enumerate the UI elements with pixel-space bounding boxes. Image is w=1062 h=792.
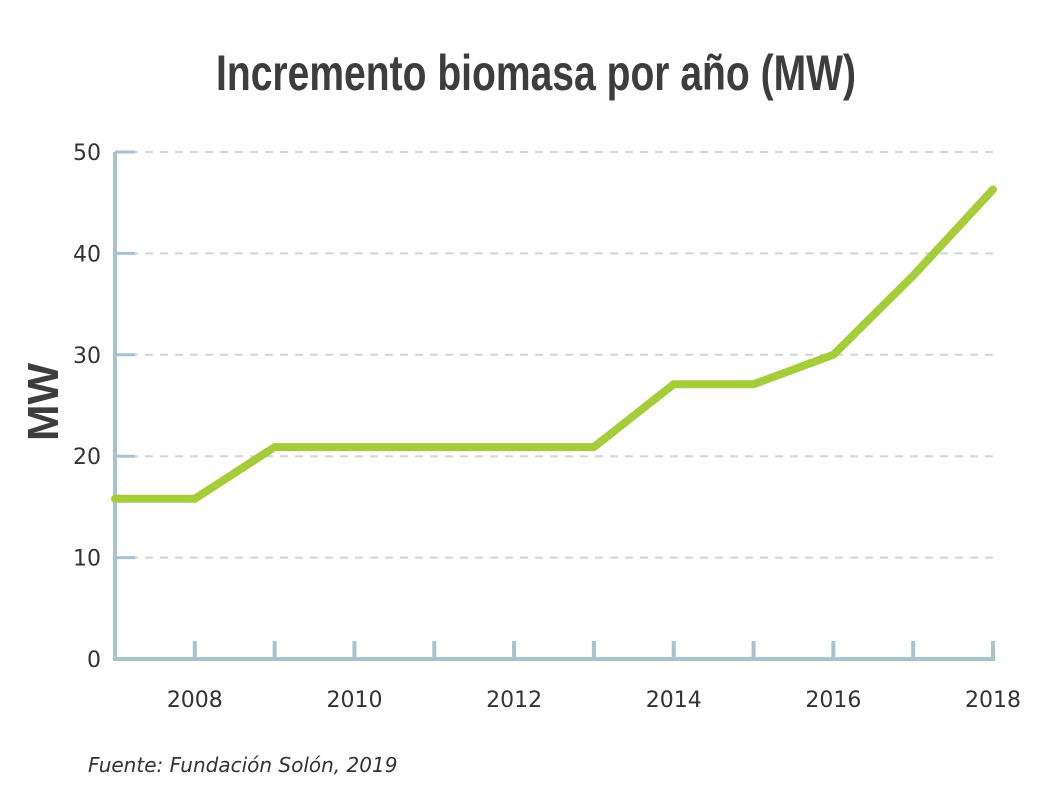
x-tick-label-2016: 2016 [805,688,861,713]
y-tick-label-0: 0 [87,648,101,673]
x-tick-label-2010: 2010 [326,688,382,713]
chart-title: Incremento biomasa por año (MW) [216,45,856,101]
x-tick-label-2014: 2014 [646,688,702,713]
grid-lines [115,151,998,559]
y-axis-label: MW [19,362,68,441]
x-tick-label-2018: 2018 [965,688,1021,713]
y-tick-label-30: 30 [73,344,101,369]
tick-labels: 0 10 20 30 40 50 2008 2010 2012 2014 2016 2018 [73,141,1021,713]
series-layer [111,185,997,503]
source-note: Fuente: Fundación Solón, 2019 [88,753,397,777]
y-tick-label-40: 40 [73,242,101,267]
series-line-0 [111,185,997,503]
y-tick-label-10: 10 [73,547,101,572]
y-tick-label-50: 50 [73,141,101,166]
y-tick-label-20: 20 [73,445,101,470]
x-tick-label-2012: 2012 [486,688,542,713]
x-tick-label-2008: 2008 [167,688,223,713]
axes [113,150,995,661]
